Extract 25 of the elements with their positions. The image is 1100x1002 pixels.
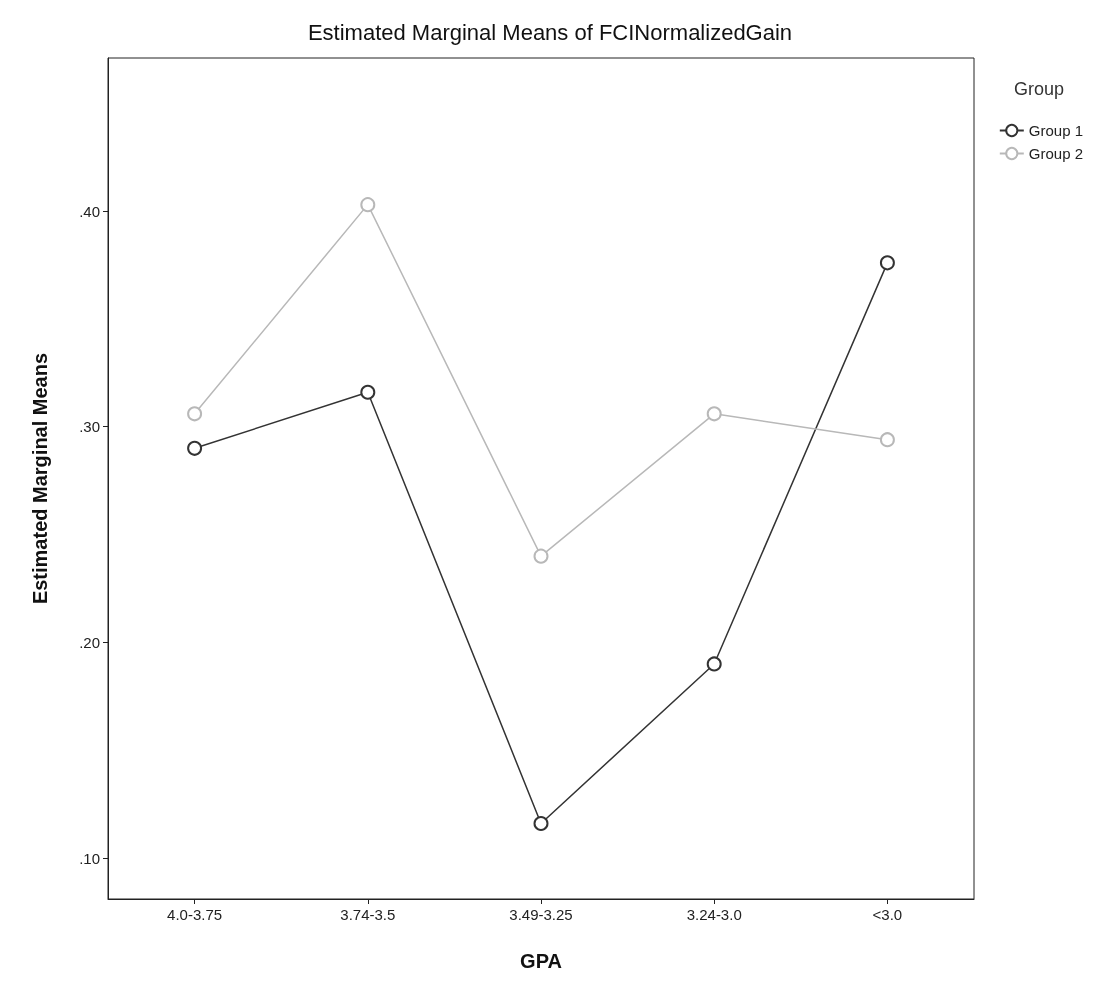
point	[706, 406, 722, 422]
x-tick-label: 4.0-3.75	[167, 906, 223, 923]
chart-title: Estimated Marginal Means of FCINormalizedGain	[307, 19, 793, 45]
x-tick-label: 3.74-3.5	[340, 906, 396, 923]
x-tick-label: 3.49-3.25	[509, 906, 573, 923]
legend-label: Group 1	[1028, 122, 1083, 139]
legend-label: Group 2	[1028, 145, 1083, 162]
point	[533, 548, 549, 564]
point	[879, 255, 895, 271]
point	[187, 440, 203, 456]
point	[879, 432, 895, 448]
point	[360, 384, 376, 400]
x-tick-label: <3.0	[872, 906, 903, 923]
point	[360, 197, 376, 213]
x-tick-label: 3.24-3.0	[686, 906, 742, 923]
x-axis-title: GPA	[520, 950, 562, 972]
y-tick-label: .10	[79, 849, 100, 867]
y-tick-label: .30	[79, 418, 100, 436]
point	[706, 656, 722, 672]
y-axis-title: Estimated Marginal Means	[29, 352, 51, 605]
point	[533, 816, 549, 832]
y-tick-label: .40	[79, 202, 100, 220]
point	[187, 406, 203, 422]
y-tick-label: .20	[79, 633, 100, 651]
legend-title: Group	[1013, 79, 1064, 99]
